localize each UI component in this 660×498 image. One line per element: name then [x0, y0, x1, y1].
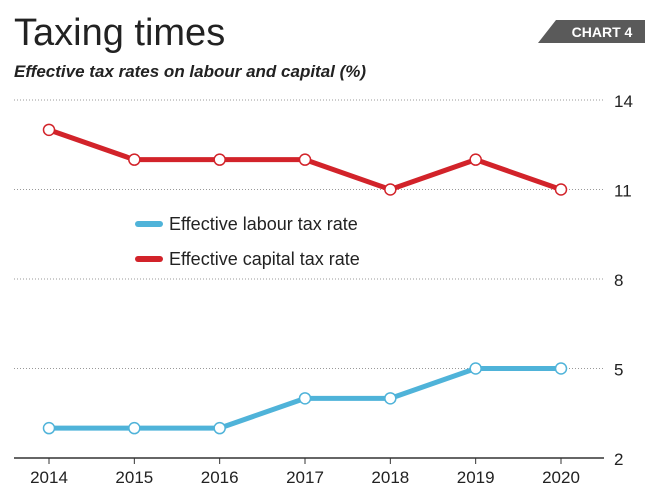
- series-1: [42, 123, 568, 196]
- data-point: [554, 183, 568, 196]
- data-point: [298, 392, 312, 405]
- gridlines: [14, 99, 604, 369]
- x-tick-label: 2020: [542, 468, 580, 487]
- x-tick-label: 2015: [115, 468, 153, 487]
- x-tick-label: 2017: [286, 468, 324, 487]
- legend: Effective labour tax rate Effective capit…: [135, 214, 360, 269]
- x-axis-tick-labels: 2014 2015 2016 2017 2018 2019 2020: [30, 458, 580, 487]
- chart-subtitle: Effective tax rates on labour and capita…: [14, 62, 366, 81]
- chart-title: Taxing times: [14, 12, 225, 54]
- legend-label: Effective labour tax rate: [169, 214, 358, 234]
- y-tick-label: 8: [614, 271, 623, 290]
- legend-label: Effective capital tax rate: [169, 249, 360, 269]
- chart-badge: [538, 20, 645, 43]
- data-point: [298, 153, 312, 166]
- y-tick-label: 11: [614, 182, 632, 201]
- y-tick-label: 14: [614, 92, 633, 111]
- x-tick-label: 2019: [457, 468, 495, 487]
- data-point: [42, 421, 56, 435]
- chart-badge-label: CHART 4: [572, 24, 633, 40]
- data-point: [213, 153, 226, 166]
- data-point: [128, 421, 141, 435]
- data-point: [469, 153, 482, 166]
- y-tick-label: 5: [614, 361, 623, 380]
- series-0: [42, 362, 568, 435]
- data-point: [554, 362, 568, 375]
- x-tick-label: 2018: [371, 468, 409, 487]
- data-point: [384, 183, 397, 196]
- x-tick-label: 2016: [201, 468, 239, 487]
- data-point: [469, 362, 482, 375]
- data-point: [42, 123, 56, 137]
- data-point: [384, 392, 397, 405]
- series-group: [42, 123, 568, 435]
- x-tick-label: 2014: [30, 468, 68, 487]
- data-point: [128, 153, 141, 166]
- data-point: [213, 421, 226, 435]
- y-tick-label: 2: [614, 450, 623, 469]
- y-axis-tick-labels: 14 11 8 5 2: [614, 92, 633, 469]
